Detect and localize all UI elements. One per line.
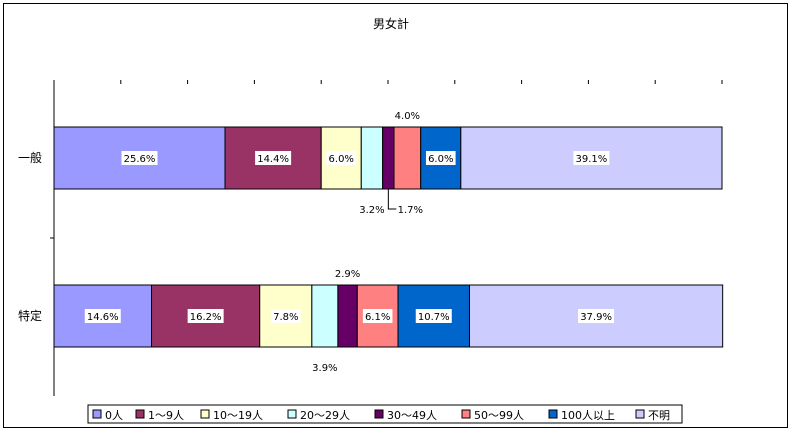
data-label-box bbox=[362, 309, 393, 323]
bar-segment bbox=[393, 126, 422, 190]
data-label: 6.0% bbox=[428, 154, 453, 165]
data-label-box bbox=[425, 151, 456, 165]
legend: 0人 1～9人 10～19人 20～29人 30～49人 50～99人 100人以上 不明 bbox=[87, 404, 683, 424]
chart-title: 男女計 bbox=[373, 16, 409, 31]
data-label-box bbox=[187, 309, 224, 323]
bar-segment bbox=[397, 284, 470, 348]
data-label-box bbox=[121, 151, 158, 165]
category-label: 特定 bbox=[18, 308, 42, 323]
data-label: 37.9% bbox=[580, 312, 612, 323]
legend-swatch bbox=[135, 409, 145, 419]
legend-label: 10～19人 bbox=[213, 409, 263, 422]
legend-label: 30～49人 bbox=[387, 409, 437, 422]
bar-segment bbox=[360, 126, 384, 190]
legend-swatch bbox=[461, 409, 471, 419]
leader-line bbox=[387, 189, 397, 210]
chart-frame bbox=[3, 3, 788, 428]
data-label: 7.8% bbox=[273, 312, 298, 323]
data-label: 4.0% bbox=[395, 111, 420, 122]
labels-layer: 一般 25.6% 14.4% 6.0% 3.2% 1.7% 4.0% 6.0% 39.1% 特定 1… bbox=[18, 111, 615, 374]
data-label: 6.0% bbox=[329, 154, 354, 165]
data-label: 2.9% bbox=[335, 269, 360, 280]
data-label-box bbox=[84, 309, 121, 323]
data-label: 39.1% bbox=[576, 154, 608, 165]
bars-layer bbox=[53, 126, 724, 348]
legend-swatch bbox=[374, 409, 384, 419]
data-label: 14.4% bbox=[257, 154, 289, 165]
data-label-box bbox=[415, 309, 452, 323]
data-label-box bbox=[578, 309, 615, 323]
legend-label: 1～9人 bbox=[148, 409, 184, 422]
legend-label: 50～99人 bbox=[474, 409, 524, 422]
data-label: 25.6% bbox=[124, 154, 156, 165]
data-label: 14.6% bbox=[87, 312, 119, 323]
legend-label: 0人 bbox=[105, 409, 123, 422]
data-label: 1.7% bbox=[398, 205, 423, 216]
category-label: 一般 bbox=[18, 150, 42, 165]
data-label-box bbox=[270, 309, 301, 323]
data-label: 3.9% bbox=[312, 363, 337, 374]
bar-segment bbox=[382, 126, 395, 190]
legend-box bbox=[87, 404, 683, 424]
data-label: 3.2% bbox=[359, 205, 384, 216]
legend-label: 20～29人 bbox=[300, 409, 350, 422]
legend-label: 100人以上 bbox=[561, 409, 615, 422]
data-label-box bbox=[573, 151, 610, 165]
legend-swatch bbox=[200, 409, 210, 419]
data-label: 16.2% bbox=[190, 312, 222, 323]
legend-swatch bbox=[92, 409, 102, 419]
legend-swatch bbox=[635, 409, 645, 419]
bar-segment bbox=[311, 284, 339, 348]
legend-label: 不明 bbox=[648, 409, 670, 422]
data-label: 6.1% bbox=[365, 312, 390, 323]
data-label-box bbox=[255, 151, 292, 165]
legend-swatch bbox=[548, 409, 558, 419]
data-label: 10.7% bbox=[418, 312, 450, 323]
legend-swatch bbox=[287, 409, 297, 419]
data-label-box bbox=[326, 151, 357, 165]
bar-segment bbox=[337, 284, 358, 348]
